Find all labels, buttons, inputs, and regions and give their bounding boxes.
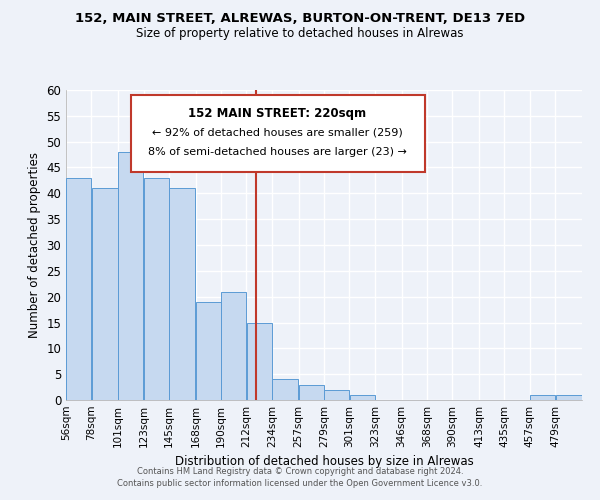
Text: Size of property relative to detached houses in Alrewas: Size of property relative to detached ho…: [136, 28, 464, 40]
Bar: [144, 178, 169, 400]
Bar: [196, 302, 221, 400]
Bar: [67, 178, 91, 400]
Bar: [169, 188, 195, 400]
Text: ← 92% of detached houses are smaller (259): ← 92% of detached houses are smaller (25…: [152, 127, 403, 137]
Bar: [118, 152, 143, 400]
Bar: [221, 292, 246, 400]
Bar: [247, 322, 272, 400]
Bar: [272, 380, 298, 400]
Bar: [350, 395, 374, 400]
Bar: [299, 384, 323, 400]
Bar: [530, 395, 555, 400]
Bar: [92, 188, 118, 400]
Text: 152 MAIN STREET: 220sqm: 152 MAIN STREET: 220sqm: [188, 107, 367, 120]
X-axis label: Distribution of detached houses by size in Alrewas: Distribution of detached houses by size …: [175, 456, 473, 468]
FancyBboxPatch shape: [131, 94, 425, 172]
Bar: [556, 395, 581, 400]
Y-axis label: Number of detached properties: Number of detached properties: [28, 152, 41, 338]
Text: Contains HM Land Registry data © Crown copyright and database right 2024.: Contains HM Land Registry data © Crown c…: [137, 467, 463, 476]
Text: Contains public sector information licensed under the Open Government Licence v3: Contains public sector information licen…: [118, 479, 482, 488]
Text: 152, MAIN STREET, ALREWAS, BURTON-ON-TRENT, DE13 7ED: 152, MAIN STREET, ALREWAS, BURTON-ON-TRE…: [75, 12, 525, 26]
Text: 8% of semi-detached houses are larger (23) →: 8% of semi-detached houses are larger (2…: [148, 148, 407, 158]
Bar: [325, 390, 349, 400]
